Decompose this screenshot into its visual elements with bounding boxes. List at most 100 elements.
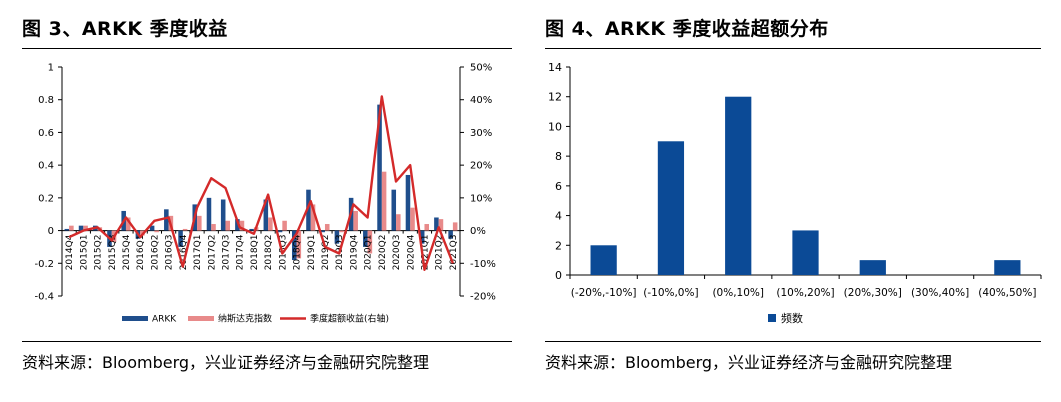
right-bottom-rule bbox=[545, 341, 1041, 342]
nasdaq-bar bbox=[182, 228, 188, 231]
y-axis-tick-label: 12 bbox=[548, 91, 562, 104]
nasdaq-bar bbox=[239, 220, 245, 231]
arkk-bar bbox=[263, 199, 269, 231]
excess-return-line bbox=[68, 95, 455, 272]
nasdaq-bar bbox=[69, 225, 74, 231]
nasdaq-bar bbox=[268, 217, 273, 231]
x-axis-tick-label: 2020Q3 bbox=[392, 235, 402, 271]
x-axis-tick-label: 2017Q4 bbox=[236, 234, 246, 270]
legend-arkk-label: ARKK bbox=[152, 315, 177, 325]
nasdaq-bar bbox=[324, 224, 330, 231]
left-title-rule bbox=[22, 48, 512, 49]
x-axis-tick-label: 2020Q2 bbox=[378, 235, 388, 271]
y-axis-tick-label: 2 bbox=[555, 239, 562, 252]
x-axis-tick-label: 2016Q3 bbox=[165, 235, 175, 271]
right-axis-tick-label: -10% bbox=[470, 259, 496, 270]
x-axis-tick-label: 2016Q2 bbox=[150, 235, 160, 271]
x-axis-tick-label: 2015Q1 bbox=[79, 235, 89, 271]
arkk-bar bbox=[377, 104, 382, 231]
nasdaq-bar bbox=[225, 220, 231, 231]
left-axis-tick-label: 0.8 bbox=[38, 95, 54, 106]
nasdaq-bar bbox=[452, 222, 458, 231]
left-axis-tick-label: 0.2 bbox=[38, 193, 54, 204]
x-axis-tick-label: (40%,50%] bbox=[978, 287, 1036, 299]
histogram-bar bbox=[859, 260, 886, 275]
arkk-bar bbox=[334, 230, 340, 244]
histogram-bar bbox=[590, 245, 617, 275]
legend-frequency-label: 频数 bbox=[781, 311, 803, 325]
right-source: 资料来源：Bloomberg，兴业证券经济与金融研究院整理 bbox=[545, 353, 953, 372]
arkk-bar bbox=[277, 230, 283, 233]
x-axis-tick-label: 2019Q2 bbox=[321, 235, 331, 271]
arkk-bar bbox=[178, 230, 183, 247]
x-axis-tick-label: (10%,20%] bbox=[776, 287, 834, 299]
x-axis-tick-label: 2021Q2 bbox=[435, 235, 445, 271]
x-axis-tick-label: 2018Q4 bbox=[293, 234, 303, 270]
arkk-bar bbox=[363, 230, 368, 247]
legend-arkk-swatch bbox=[122, 316, 148, 321]
arkk-bar bbox=[434, 217, 439, 231]
nasdaq-bar bbox=[410, 207, 415, 231]
arkk-bar bbox=[291, 230, 297, 261]
histogram-bar bbox=[792, 230, 819, 275]
nasdaq-bar bbox=[353, 210, 358, 231]
legend-nasdaq-label: 纳斯达克指数 bbox=[218, 313, 272, 325]
arkk-bar bbox=[320, 230, 325, 233]
left-axis-tick-label: -0.4 bbox=[34, 292, 54, 303]
y-axis-tick-label: 10 bbox=[548, 120, 562, 133]
nasdaq-bar bbox=[438, 219, 444, 231]
x-axis-tick-label: 2019Q1 bbox=[307, 235, 317, 271]
x-axis-tick-label: 2021Q3 bbox=[449, 235, 459, 271]
x-axis-tick-label: 2015Q4 bbox=[122, 234, 132, 270]
x-axis-tick-label: 2020Q4 bbox=[406, 234, 416, 270]
nasdaq-bar bbox=[296, 230, 302, 259]
left-title: 图 3、ARKK 季度收益 bbox=[22, 18, 228, 40]
nasdaq-bar bbox=[125, 217, 131, 231]
x-axis-tick-label: (20%,30%] bbox=[844, 287, 902, 299]
arkk-bar bbox=[419, 230, 425, 244]
x-axis-tick-label: 2014Q4 bbox=[65, 234, 75, 270]
x-axis-tick-label: 2019Q4 bbox=[349, 234, 359, 270]
arkk-bar bbox=[391, 189, 397, 231]
x-axis-tick-label: 2015Q2 bbox=[94, 235, 104, 271]
x-axis-tick-label: 2015Q3 bbox=[108, 235, 118, 271]
x-axis-tick-label: 2017Q3 bbox=[221, 235, 231, 271]
x-axis-tick-label: 2018Q2 bbox=[264, 235, 274, 271]
arkk-bar bbox=[206, 197, 212, 231]
left-axis-tick-label: 0.4 bbox=[38, 161, 54, 172]
arkk-bar bbox=[249, 228, 254, 231]
nasdaq-bar bbox=[211, 224, 216, 231]
y-axis-tick-label: 4 bbox=[555, 210, 562, 223]
y-axis-tick-label: 8 bbox=[555, 150, 562, 163]
legend-excess-label: 季度超额收益(右轴) bbox=[310, 313, 389, 325]
arkk-bar bbox=[235, 219, 240, 231]
y-axis-tick-label: 6 bbox=[555, 180, 562, 193]
arkk-bar bbox=[164, 209, 169, 231]
x-axis-tick-label: 2017Q1 bbox=[193, 235, 203, 271]
left-axis-tick-label: 0 bbox=[48, 226, 54, 237]
nasdaq-bar bbox=[310, 204, 316, 231]
arkk-bar bbox=[64, 228, 70, 231]
arkk-bar bbox=[306, 189, 311, 231]
right-axis-tick-label: 30% bbox=[470, 128, 492, 139]
y-axis-tick-label: 14 bbox=[548, 61, 562, 74]
right-axis-tick-label: 40% bbox=[470, 95, 492, 106]
left-axis-tick-label: 1 bbox=[48, 63, 54, 74]
left-bottom-rule bbox=[22, 341, 512, 342]
nasdaq-bar bbox=[339, 230, 344, 233]
legend-frequency-swatch bbox=[768, 314, 776, 322]
excess-return-histogram: 0 2 4 6 8 10 12 14 (-20%,-10%] (-10%,0%] (0%,10%] (… bbox=[548, 61, 1042, 325]
nasdaq-bar bbox=[197, 215, 202, 231]
histogram-bar bbox=[725, 96, 752, 275]
x-axis-tick-label: 2016Q4 bbox=[179, 234, 189, 270]
nasdaq-bar bbox=[282, 220, 287, 231]
x-axis-tick-label: (-20%,-10%] bbox=[571, 287, 637, 299]
x-axis-tick-label: (30%,40%] bbox=[911, 287, 969, 299]
arkk-quarterly-return-chart: -0.4 -0.2 0 0.2 0.4 0.6 0.8 1 -20% -10% 0% 10% 20% 30… bbox=[34, 63, 496, 325]
x-axis-tick-label: (0%,10%] bbox=[712, 287, 764, 299]
x-axis-tick-label: 2017Q2 bbox=[207, 235, 217, 271]
right-axis-tick-label: -20% bbox=[470, 292, 496, 303]
right-axis-tick-label: 20% bbox=[470, 161, 492, 172]
right-axis-tick-label: 10% bbox=[470, 193, 492, 204]
histogram-bar bbox=[657, 141, 685, 275]
